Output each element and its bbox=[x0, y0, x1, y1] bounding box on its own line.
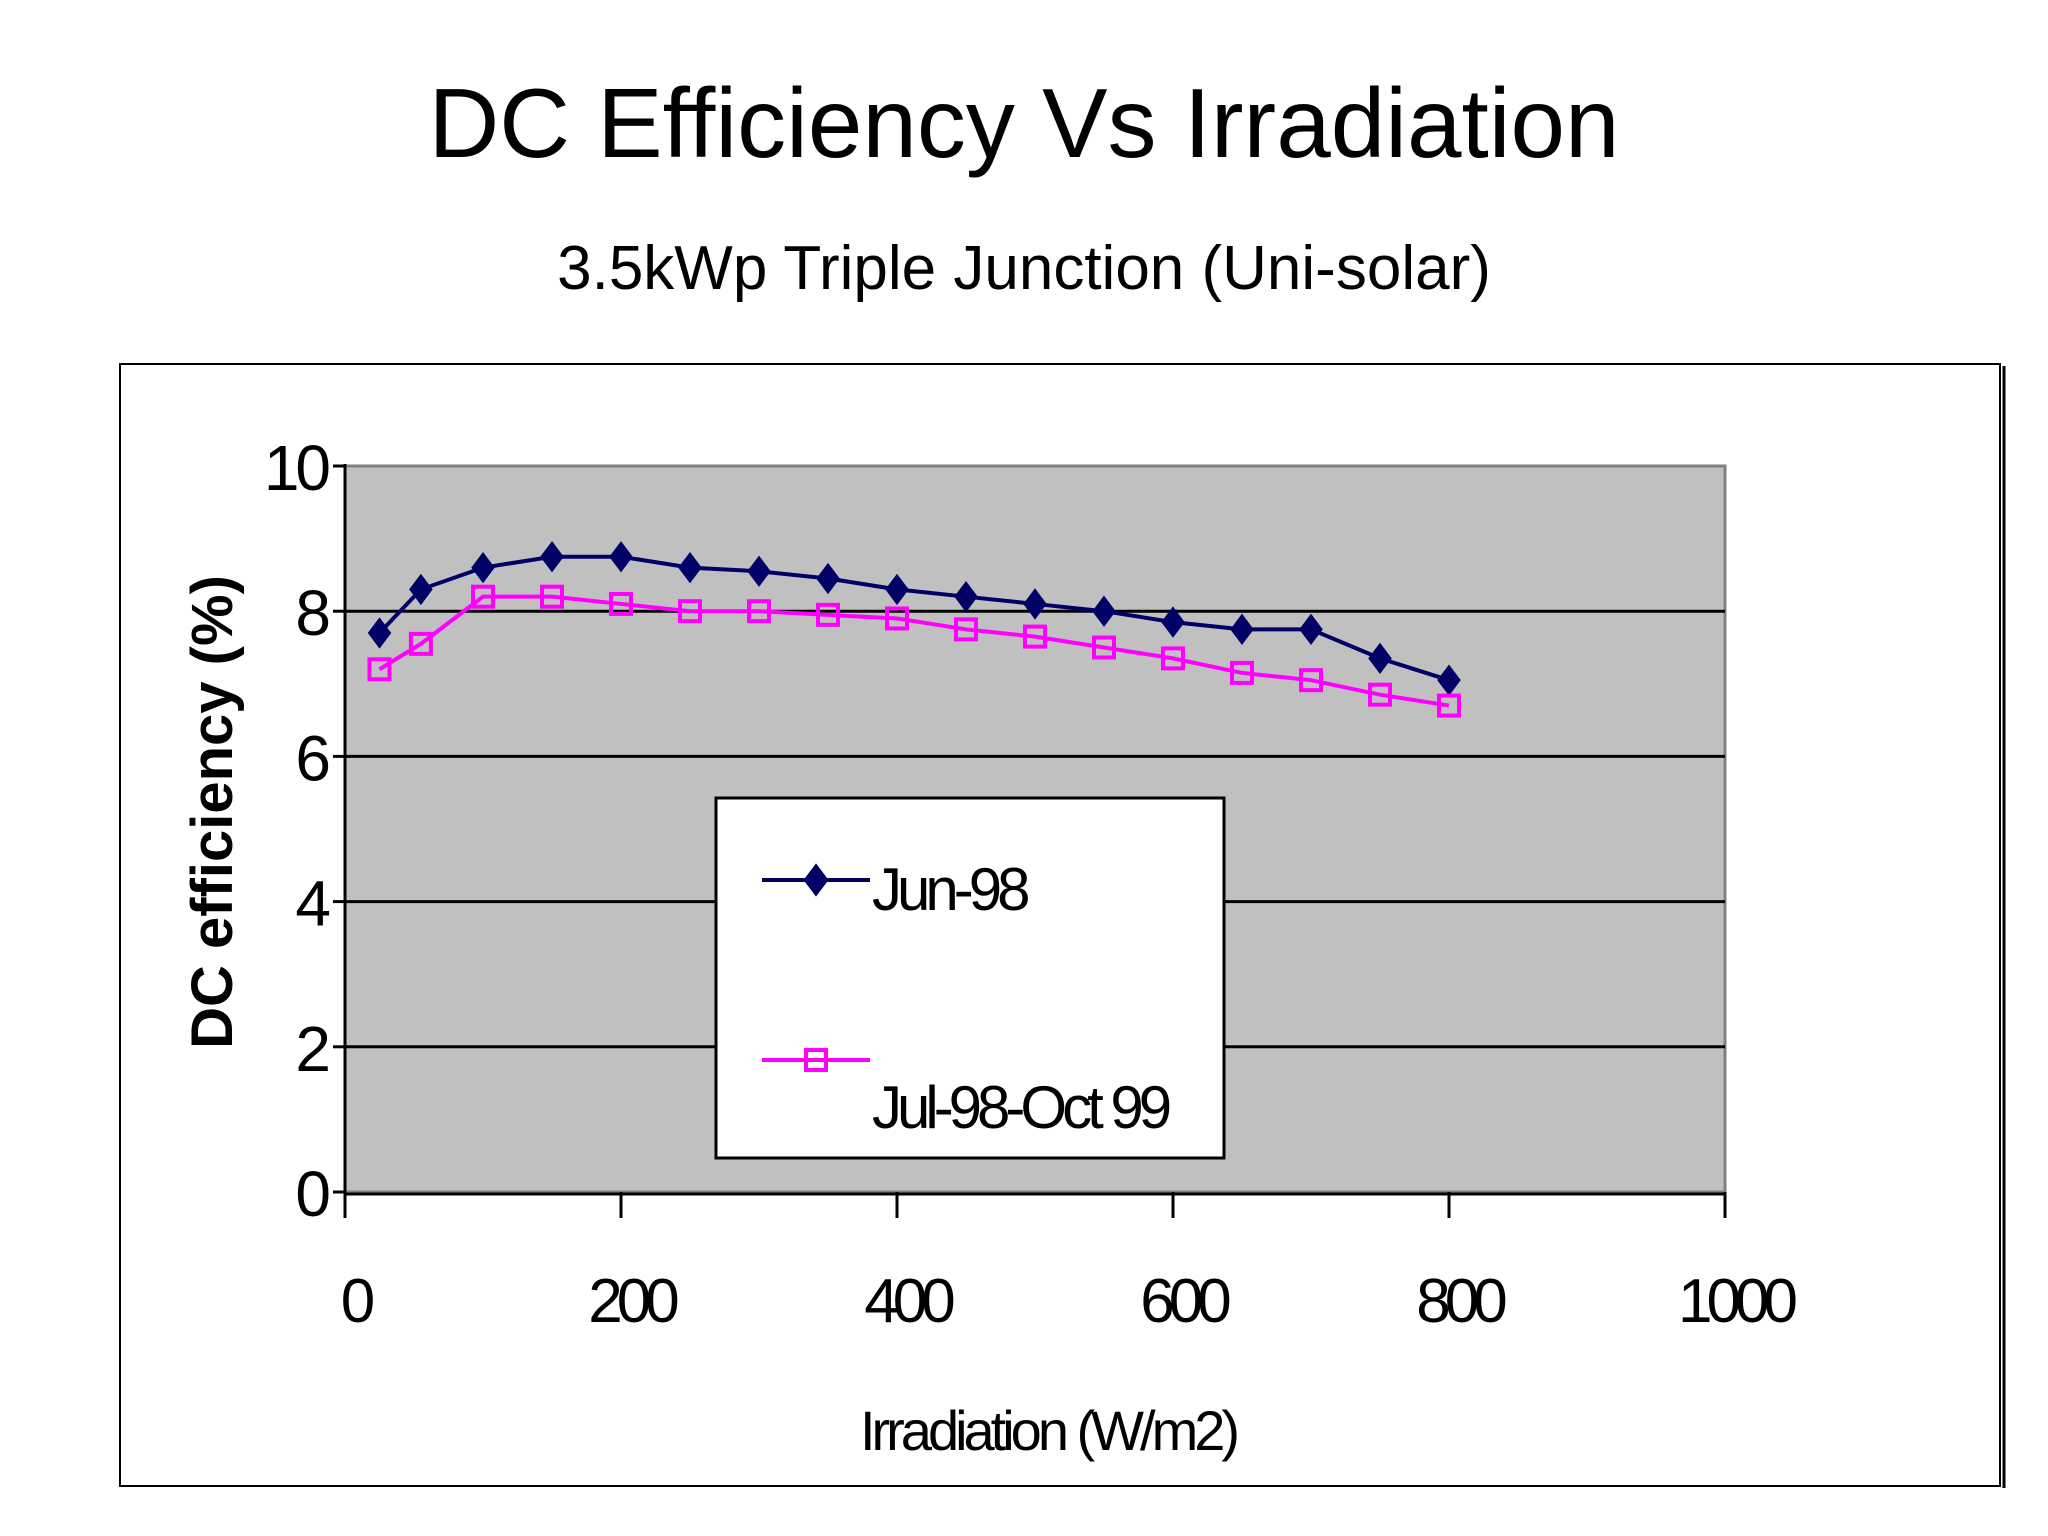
data-point bbox=[747, 555, 771, 587]
data-point bbox=[816, 562, 840, 595]
data-point bbox=[1092, 595, 1116, 627]
y-tick-label: 2 bbox=[295, 1013, 328, 1085]
x-tick-label: 400 bbox=[864, 1267, 954, 1336]
series-line bbox=[378, 594, 1450, 708]
y-tick-label: 6 bbox=[295, 722, 328, 794]
x-axis-label: Irradiation (W/m2) bbox=[860, 1399, 1237, 1462]
data-point bbox=[803, 863, 829, 897]
data-point bbox=[885, 573, 909, 606]
data-point bbox=[609, 591, 633, 616]
data-point bbox=[367, 617, 392, 649]
y-tick-label: 4 bbox=[295, 868, 329, 940]
data-point bbox=[1230, 660, 1254, 685]
data-point bbox=[816, 602, 840, 627]
data-point bbox=[954, 581, 978, 613]
data-point bbox=[471, 584, 495, 609]
data-point bbox=[1299, 613, 1323, 646]
data-point bbox=[609, 541, 633, 573]
series-2 bbox=[367, 584, 1461, 718]
data-point bbox=[367, 657, 392, 682]
axes bbox=[343, 464, 1725, 1196]
data-point bbox=[1368, 682, 1392, 707]
data-point bbox=[954, 617, 978, 642]
data-point bbox=[678, 551, 702, 584]
data-point bbox=[1023, 588, 1047, 620]
legend: Jun-98 Jul-98-Oct 99 bbox=[714, 796, 1226, 1160]
slide-subtitle: 3.5kWp Triple Junction (Uni-solar) bbox=[557, 234, 1491, 303]
data-point bbox=[1023, 624, 1047, 649]
data-point bbox=[1092, 635, 1116, 660]
x-tick-label: 200 bbox=[588, 1267, 678, 1336]
slide-title: DC Efficiency Vs Irradiation bbox=[428, 68, 1620, 178]
data-point bbox=[471, 551, 495, 584]
data-point bbox=[1368, 642, 1392, 675]
legend-entry: Jun-98 bbox=[762, 856, 1033, 923]
y-axis-label: DC efficiency (%) bbox=[180, 575, 245, 1049]
data-point bbox=[408, 631, 433, 656]
y-tick-label: 0 bbox=[295, 1158, 329, 1230]
data-point bbox=[540, 541, 564, 573]
legend-box bbox=[714, 796, 1226, 1160]
y-tick-label: 10 bbox=[264, 432, 330, 504]
x-tick-label: 800 bbox=[1416, 1267, 1506, 1336]
x-tick-label: 0 bbox=[341, 1267, 374, 1336]
x-tick-label: 1000 bbox=[1678, 1267, 1796, 1336]
series bbox=[367, 541, 1461, 718]
data-point bbox=[804, 1048, 828, 1072]
legend-label: Jul-98-Oct 99 bbox=[872, 1074, 1170, 1141]
data-point bbox=[1437, 693, 1461, 718]
data-point bbox=[678, 599, 702, 624]
data-point bbox=[747, 599, 771, 624]
data-point bbox=[1161, 606, 1185, 638]
legend-entry: Jul-98-Oct 99 bbox=[762, 1048, 1175, 1141]
data-point bbox=[540, 584, 564, 609]
data-point bbox=[1299, 668, 1323, 693]
data-point bbox=[885, 606, 909, 631]
y-tick-label: 8 bbox=[295, 577, 328, 649]
data-point bbox=[1161, 646, 1185, 671]
data-point bbox=[1230, 613, 1254, 646]
series-1 bbox=[367, 541, 1461, 696]
x-tick-label: 600 bbox=[1140, 1267, 1230, 1336]
data-point bbox=[409, 573, 433, 606]
legend-label: Jun-98 bbox=[872, 856, 1028, 923]
